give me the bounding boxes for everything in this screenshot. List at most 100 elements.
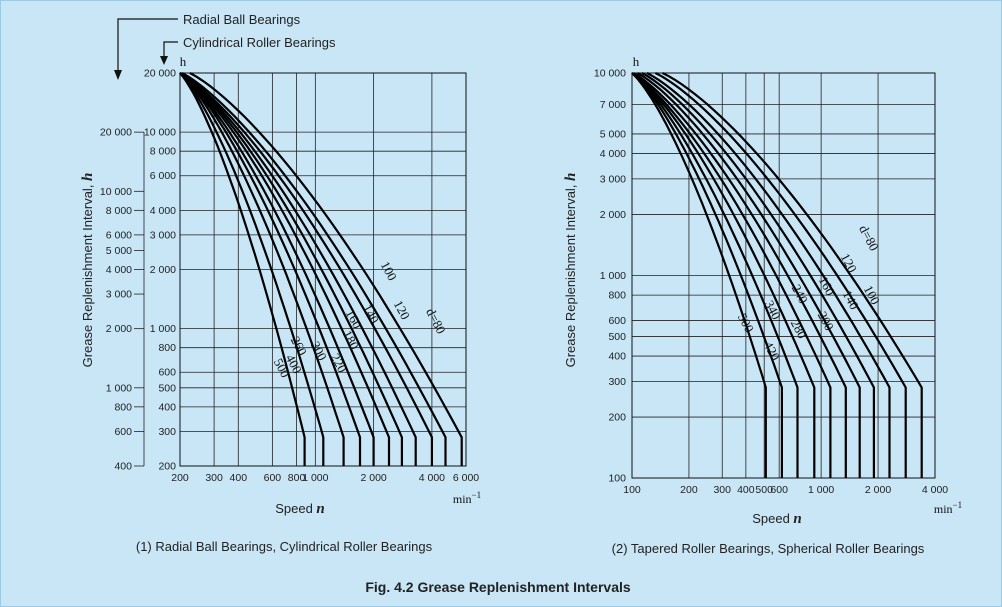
y-tick-label: 400 xyxy=(608,351,626,363)
series-curve-200 xyxy=(633,72,847,478)
y-tick-label: 500 xyxy=(608,331,626,343)
series-curve-260 xyxy=(179,72,362,466)
x-tick-label: 1 000 xyxy=(808,484,834,496)
series-label: 120 xyxy=(838,251,860,275)
x-tick-label: 6 000 xyxy=(453,472,479,484)
y-tick-label: 600 xyxy=(114,426,132,438)
x-axis-label: Speed n xyxy=(275,501,325,517)
series-curve-280 xyxy=(631,72,816,478)
series-curve-500 xyxy=(631,72,767,478)
grid xyxy=(179,72,467,467)
y-tick-label: 800 xyxy=(608,290,626,302)
annotation-radial-leader xyxy=(117,18,178,72)
y-tick-label: 10 000 xyxy=(594,68,626,80)
x-tick-label: 300 xyxy=(205,472,223,484)
y-tick-label: 100 xyxy=(608,473,626,485)
chart-subtitle: (1) Radial Ball Bearings, Cylindrical Ro… xyxy=(136,539,433,554)
plot-border xyxy=(631,72,936,479)
series-label: 500 xyxy=(735,311,757,335)
y-tick-label: 5 000 xyxy=(106,245,132,257)
x-tick-label: 100 xyxy=(623,484,641,496)
x-axis-label: Speed n xyxy=(752,511,802,527)
x-tick-label: 500 xyxy=(755,484,773,496)
x-tick-label: 600 xyxy=(770,484,788,496)
series-label: 200 xyxy=(815,309,837,333)
series-curve-500 xyxy=(179,72,306,466)
x-tick-label: 4 000 xyxy=(419,472,445,484)
y-tick-label: 8 000 xyxy=(150,146,176,158)
series-curve-220 xyxy=(179,72,375,466)
series-curve-180 xyxy=(179,72,391,466)
x-tick-label: 2 000 xyxy=(360,472,386,484)
series-curve-420 xyxy=(631,72,783,478)
x-tick-label: 600 xyxy=(264,472,282,484)
y-tick-label: 2 000 xyxy=(106,323,132,335)
annotation-radial-arrow xyxy=(114,70,122,80)
y-tick-label: 3 000 xyxy=(600,173,626,185)
annotation-cylindrical-leader xyxy=(163,41,178,58)
series-curve-120 xyxy=(179,72,433,466)
y-tick-label: 7 000 xyxy=(600,99,626,111)
y-tick-label: 1 000 xyxy=(106,382,132,394)
y-axis-label: Grease Replenishment Interval, h xyxy=(80,173,96,368)
chart-subtitle: (2) Tapered Roller Bearings, Spherical R… xyxy=(612,541,925,556)
series-curve-100 xyxy=(654,72,907,478)
y-tick-label: 400 xyxy=(114,461,132,473)
y-tick-label: 2 000 xyxy=(600,209,626,221)
y-tick-label: 20 000 xyxy=(100,127,132,139)
y-tick-label: 8 000 xyxy=(106,205,132,217)
series-curve-340 xyxy=(631,72,799,478)
y-tick-label: 10 000 xyxy=(100,186,132,198)
y-tick-label: 800 xyxy=(114,401,132,413)
series-curve-100 xyxy=(181,72,447,466)
y-tick-label: 800 xyxy=(158,342,176,354)
series-curve-d-80 xyxy=(662,72,923,478)
x-tick-label: 2 000 xyxy=(865,484,891,496)
y-tick-label: 1 000 xyxy=(150,323,176,335)
y-tick-label: 600 xyxy=(608,315,626,327)
y-tick-label: 10 000 xyxy=(144,127,176,139)
y-tick-label: 4 000 xyxy=(600,148,626,160)
y-unit-label: h xyxy=(180,54,187,69)
y-tick-label: 200 xyxy=(608,412,626,424)
series-curve-120 xyxy=(646,72,891,478)
y-tick-label: 4 000 xyxy=(150,205,176,217)
series-label: d=80 xyxy=(423,306,449,337)
x-tick-label: 300 xyxy=(713,484,731,496)
series-curve-140 xyxy=(179,72,417,466)
y-tick-label: 6 000 xyxy=(106,229,132,241)
y-tick-label: 1 000 xyxy=(600,270,626,282)
x-axis-unit: min−1 xyxy=(934,500,962,516)
x-tick-label: 1 000 xyxy=(302,472,328,484)
x-tick-label: 200 xyxy=(171,472,189,484)
y-tick-label: 20 000 xyxy=(144,68,176,80)
curves xyxy=(179,72,463,466)
x-tick-label: 4 000 xyxy=(922,484,948,496)
x-tick-label: 800 xyxy=(288,472,306,484)
y-tick-label: 3 000 xyxy=(106,289,132,301)
x-tick-label: 400 xyxy=(737,484,755,496)
y-tick-label: 3 000 xyxy=(150,229,176,241)
curves xyxy=(631,72,923,478)
series-label: 100 xyxy=(378,259,400,283)
y-tick-label: 2 000 xyxy=(150,264,176,276)
y-tick-label: 200 xyxy=(158,461,176,473)
series-curve-400 xyxy=(179,72,325,466)
series-curve-160 xyxy=(179,72,403,466)
y-tick-label: 500 xyxy=(158,382,176,394)
series-curve-d-80 xyxy=(189,72,463,466)
series-label: 340 xyxy=(762,298,784,322)
y-tick-label: 4 000 xyxy=(106,264,132,276)
y-tick-label: 300 xyxy=(158,426,176,438)
annotation-cylindrical: Cylindrical Roller Bearings xyxy=(183,35,336,50)
series-curve-240 xyxy=(631,72,832,478)
y-tick-label: 6 000 xyxy=(150,170,176,182)
series-curve-140 xyxy=(641,72,875,478)
annotation-radial: Radial Ball Bearings xyxy=(183,12,301,27)
y-tick-label: 400 xyxy=(158,401,176,413)
annotation-cylindrical-arrow xyxy=(160,56,168,65)
figure-title: Fig. 4.2 Grease Replenishment Intervals xyxy=(365,579,631,595)
